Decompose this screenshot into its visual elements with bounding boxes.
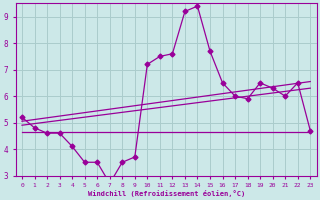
X-axis label: Windchill (Refroidissement éolien,°C): Windchill (Refroidissement éolien,°C): [87, 190, 245, 197]
